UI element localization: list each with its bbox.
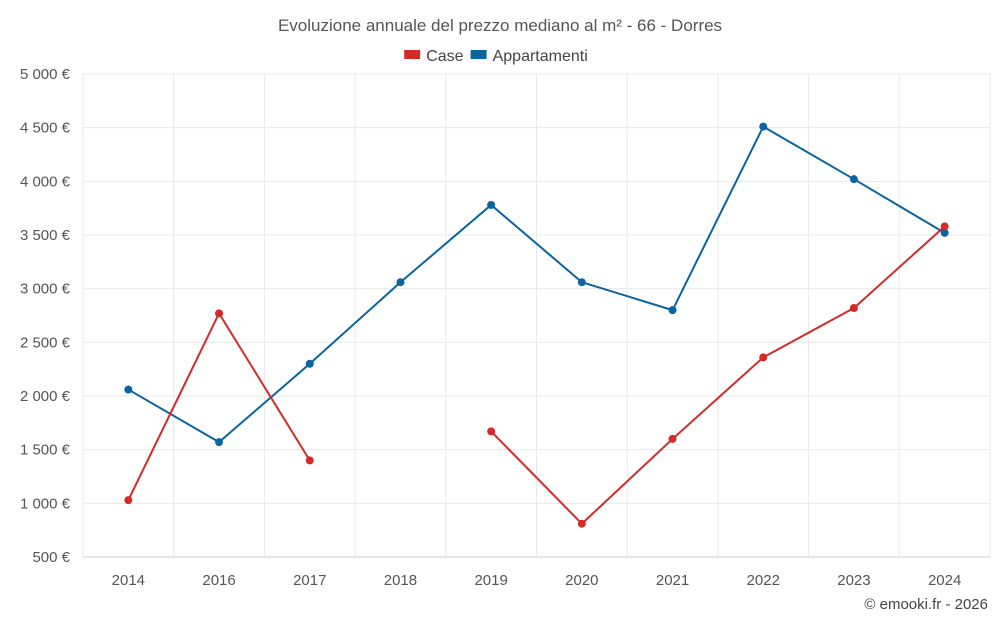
data-point-appartamenti[interactable]: [759, 122, 768, 131]
series-line-appartamenti: [127, 125, 946, 444]
x-tick-label: 2022: [747, 572, 780, 589]
x-tick-label: 2016: [202, 572, 235, 589]
x-tick-label: 2019: [474, 572, 507, 589]
data-point-appartamenti[interactable]: [849, 175, 858, 184]
data-point-case[interactable]: [940, 222, 949, 231]
y-tick-label: 1 000 €: [20, 495, 71, 512]
legend-label: Case: [426, 48, 463, 65]
x-tick-label: 2020: [565, 572, 598, 589]
x-tick-label: 2018: [384, 572, 417, 589]
data-point-case[interactable]: [305, 456, 314, 465]
y-tick-label: 500 €: [32, 549, 70, 566]
x-tick-label: 2021: [656, 572, 689, 589]
x-tick-label: 2024: [928, 572, 961, 589]
legend: Case Appartamenti: [404, 48, 588, 65]
y-tick-label: 2 500 €: [20, 334, 71, 351]
legend-swatch: [470, 50, 487, 59]
x-axis: 2014 2016 2017 2018 2019 2020 2021 2022 2023 2024: [112, 572, 962, 589]
legend-swatch: [404, 50, 421, 59]
y-tick-label: 1 500 €: [20, 442, 71, 459]
credit-text: © emooki.fr - 2026: [864, 596, 988, 613]
series-line-case: [490, 225, 946, 525]
y-tick-label: 2 000 €: [20, 388, 71, 405]
y-tick-label: 5 000 €: [20, 66, 71, 83]
data-point-appartamenti[interactable]: [577, 278, 586, 287]
series-group: [124, 122, 949, 528]
y-tick-label: 3 500 €: [20, 227, 71, 244]
data-point-appartamenti[interactable]: [487, 200, 496, 209]
x-tick-label: 2017: [293, 572, 326, 589]
data-point-appartamenti[interactable]: [396, 278, 405, 287]
y-axis: 500 € 1 000 € 1 500 € 2 000 € 2 500 € 3 000 €…: [20, 66, 71, 566]
x-tick-label: 2023: [837, 572, 870, 589]
data-point-case[interactable]: [849, 303, 858, 312]
data-point-case[interactable]: [668, 434, 677, 443]
x-tick-label: 2014: [112, 572, 145, 589]
data-point-case[interactable]: [487, 427, 496, 436]
data-point-case[interactable]: [215, 309, 224, 318]
data-point-case[interactable]: [124, 496, 133, 505]
data-point-case[interactable]: [759, 353, 768, 362]
y-tick-label: 4 000 €: [20, 173, 71, 190]
data-point-appartamenti[interactable]: [305, 359, 314, 368]
chart-title: Evoluzione annuale del prezzo mediano al…: [278, 16, 722, 35]
data-point-appartamenti[interactable]: [215, 438, 224, 447]
data-point-appartamenti[interactable]: [668, 306, 677, 315]
data-point-appartamenti[interactable]: [940, 228, 949, 237]
legend-label: Appartamenti: [493, 48, 588, 65]
y-tick-label: 3 000 €: [20, 281, 71, 298]
series-line-case: [127, 312, 311, 501]
data-point-case[interactable]: [577, 519, 586, 528]
y-tick-label: 4 500 €: [20, 120, 71, 137]
data-point-appartamenti[interactable]: [124, 385, 133, 394]
grid: [82, 73, 991, 558]
